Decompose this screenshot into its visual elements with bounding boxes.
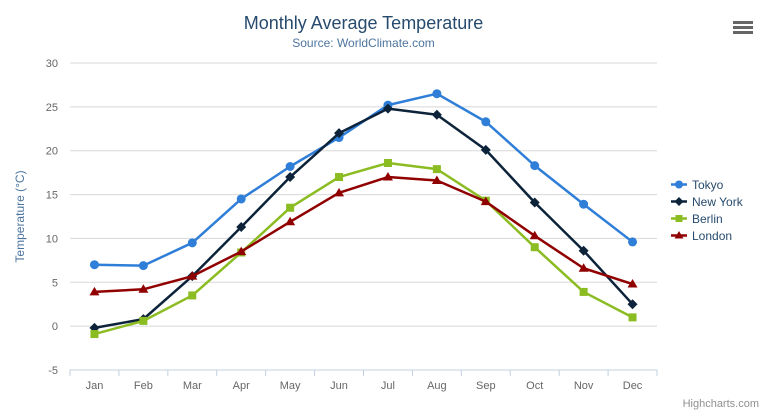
point-berlin-oct[interactable] [530, 243, 539, 252]
point-london-oct[interactable] [529, 230, 540, 240]
x-axis-label: Apr [233, 380, 250, 392]
point-berlin-jun[interactable] [335, 173, 344, 182]
point-tokyo-mar[interactable] [187, 238, 197, 248]
x-axis-label: Sep [476, 380, 496, 392]
legend-symbol-square-icon [671, 215, 687, 222]
point-tokyo-aug[interactable] [432, 89, 442, 99]
legend-item-new-york[interactable]: New York [671, 193, 743, 210]
point-tokyo-may[interactable] [285, 162, 295, 172]
point-tokyo-oct[interactable] [530, 161, 540, 171]
point-new-york-dec[interactable] [627, 299, 638, 310]
x-axis-label: Aug [427, 380, 447, 392]
point-london-jul[interactable] [382, 172, 393, 181]
point-new-york-aug[interactable] [431, 109, 442, 120]
point-london-sep[interactable] [480, 196, 491, 206]
point-berlin-mar[interactable] [188, 291, 197, 300]
point-tokyo-apr[interactable] [236, 194, 246, 204]
point-new-york-jun[interactable] [334, 128, 345, 139]
point-tokyo-feb[interactable] [138, 261, 148, 271]
series-line-new-york[interactable] [93, 107, 634, 330]
legend-symbol-marker [674, 231, 684, 239]
legend-label: London [692, 228, 733, 243]
legend-symbol-marker [674, 197, 684, 206]
point-tokyo-sep[interactable] [481, 117, 491, 127]
chart-subtitle: Source: WorldClimate.com [292, 36, 435, 50]
series-line-london[interactable] [93, 175, 634, 294]
x-axis-label: Jan [86, 380, 104, 392]
legend-label: Berlin [692, 211, 723, 226]
point-tokyo-nov[interactable] [579, 199, 589, 209]
point-berlin-dec[interactable] [628, 313, 637, 322]
point-tokyo-jan[interactable] [89, 260, 99, 270]
legend-label: New York [692, 194, 743, 209]
legend: Tokyo New York Berlin London [671, 176, 743, 244]
point-berlin-jan[interactable] [90, 330, 99, 339]
y-axis-label: -5 [48, 365, 58, 377]
point-tokyo-dec[interactable] [628, 237, 638, 247]
point-new-york-apr[interactable] [236, 222, 247, 233]
legend-symbol-marker [675, 215, 683, 222]
chart-title: Monthly Average Temperature [243, 13, 484, 33]
y-axis-label: 5 [52, 277, 58, 289]
legend-symbol-circle-icon [671, 180, 687, 189]
legend-label: Tokyo [692, 177, 724, 192]
x-axis-label: Jun [330, 380, 348, 392]
hamburger-menu-icon-bar [733, 31, 753, 34]
hamburger-menu-icon-bar [733, 21, 753, 24]
point-london-apr[interactable] [236, 246, 247, 256]
legend-item-tokyo[interactable]: Tokyo [671, 176, 743, 193]
point-new-york-jul[interactable] [382, 103, 393, 114]
highcharts-credits-link[interactable]: Highcharts.com [682, 398, 759, 410]
legend-symbol-marker [675, 180, 683, 189]
series-line-berlin[interactable] [93, 161, 634, 336]
legend-symbol-triangle-icon [671, 231, 687, 239]
x-axis-label: Dec [623, 380, 643, 392]
point-new-york-may[interactable] [285, 172, 296, 183]
legend-item-berlin[interactable]: Berlin [671, 210, 743, 227]
y-axis-label: 0 [52, 321, 58, 333]
y-axis-label: 10 [46, 233, 58, 245]
series-line-tokyo[interactable] [93, 92, 634, 267]
point-berlin-feb[interactable] [139, 316, 148, 325]
point-berlin-may[interactable] [286, 203, 295, 212]
point-berlin-jul[interactable] [383, 158, 392, 167]
hamburger-menu-icon-bar [733, 26, 753, 29]
point-london-jun[interactable] [334, 187, 345, 197]
legend-item-london[interactable]: London [671, 227, 743, 244]
y-axis-label: 15 [46, 190, 58, 202]
x-axis-label: Mar [183, 380, 202, 392]
point-berlin-aug[interactable] [432, 165, 441, 174]
x-axis-label: Jul [381, 380, 395, 392]
x-axis-label: Nov [574, 380, 594, 392]
point-new-york-nov[interactable] [578, 245, 589, 256]
point-london-mar[interactable] [187, 271, 198, 280]
y-axis-label: 20 [46, 146, 58, 158]
x-axis-label: May [280, 380, 301, 392]
point-berlin-nov[interactable] [579, 287, 588, 296]
point-london-aug[interactable] [431, 175, 442, 185]
point-london-feb[interactable] [138, 284, 149, 293]
point-london-jan[interactable] [89, 286, 100, 296]
x-axis-label: Feb [134, 380, 153, 392]
point-london-may[interactable] [285, 216, 296, 226]
point-new-york-sep[interactable] [480, 144, 491, 155]
point-new-york-oct[interactable] [529, 197, 540, 208]
context-menu-button[interactable] [733, 21, 753, 34]
legend-symbol-diamond-icon [671, 197, 687, 206]
x-axis-label: Oct [526, 380, 543, 392]
point-london-dec[interactable] [627, 279, 638, 288]
y-axis-label: 25 [46, 102, 58, 114]
y-axis-title: Temperature (°C) [13, 170, 27, 262]
point-london-nov[interactable] [578, 263, 589, 272]
y-axis-label: 30 [46, 58, 58, 70]
